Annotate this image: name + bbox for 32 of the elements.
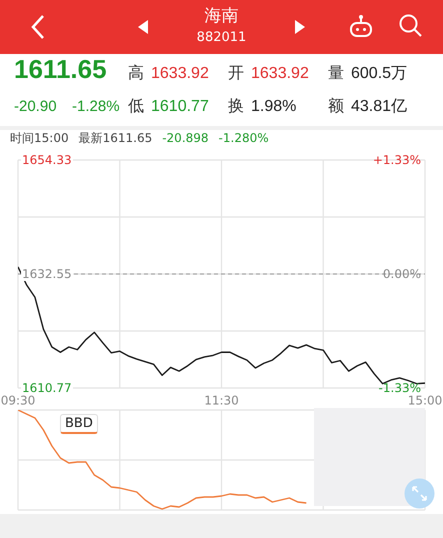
text: 开 bbox=[228, 64, 244, 84]
text: 额 bbox=[328, 97, 344, 116]
x-tick-label: 09:30 bbox=[0, 394, 36, 408]
y-tick-label: 1632.55 bbox=[21, 267, 73, 281]
text: -20.90 bbox=[14, 98, 57, 116]
text: 时间15:00 bbox=[10, 131, 69, 145]
text: -1.280% bbox=[218, 131, 269, 145]
y2-tick-label: +1.33% bbox=[372, 153, 422, 167]
text: 高 bbox=[128, 64, 144, 84]
y2-tick-label: -1.33% bbox=[378, 381, 422, 395]
x-tick-label: 15:00 bbox=[408, 394, 442, 408]
text: 量 bbox=[328, 64, 344, 84]
line-series bbox=[18, 266, 425, 384]
text: 43.81亿 bbox=[351, 97, 408, 116]
text: 1.98% bbox=[251, 97, 296, 116]
text: -20.898 bbox=[162, 131, 209, 145]
text: 1633.92 bbox=[251, 64, 309, 84]
text: 1611.65 bbox=[14, 54, 107, 86]
series-label: BBD bbox=[60, 414, 98, 434]
y2-tick-label: 0.00% bbox=[382, 267, 422, 281]
x-tick-label: 11:30 bbox=[204, 394, 239, 408]
text: 换 bbox=[228, 97, 244, 116]
text: 882011 bbox=[196, 30, 248, 45]
text: 海南 bbox=[204, 5, 240, 27]
text: 最新1611.65 bbox=[78, 131, 152, 145]
text: 600.5万 bbox=[351, 64, 408, 84]
text: 1633.92 bbox=[151, 64, 209, 84]
text: 1610.77 bbox=[151, 97, 209, 116]
text: -1.28% bbox=[72, 98, 120, 116]
y-tick-label: 1610.77 bbox=[21, 381, 73, 395]
text: 低 bbox=[128, 97, 144, 116]
y-tick-label: 1654.33 bbox=[21, 153, 73, 167]
